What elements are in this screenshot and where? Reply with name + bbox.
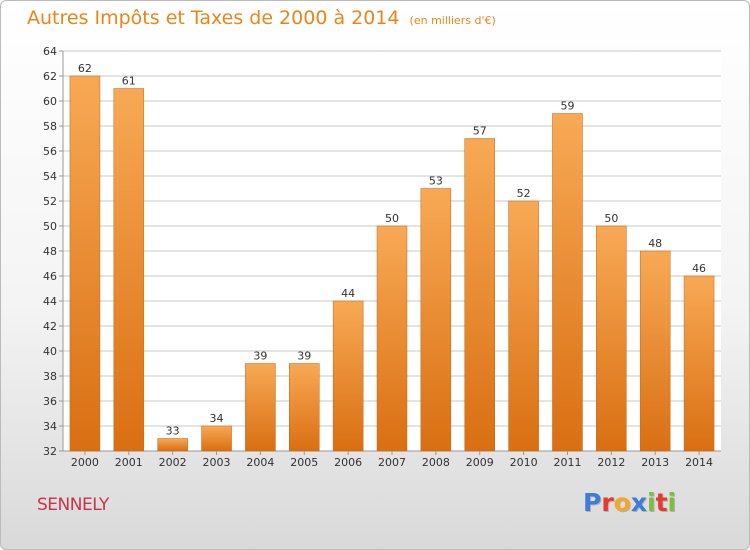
y-tick-label: 52: [43, 195, 57, 208]
bar: [508, 200, 539, 452]
y-tick-label: 42: [43, 320, 57, 333]
bar: [245, 363, 276, 452]
proxiti-logo[interactable]: Proxiti: [583, 488, 676, 517]
chart-title-text: Autres Impôts et Taxes de 2000 à 2014: [27, 7, 400, 29]
bar: [376, 225, 408, 452]
x-tick-label: 2012: [597, 456, 625, 469]
data-label: 39: [253, 350, 267, 363]
data-label: 44: [341, 287, 355, 300]
bar: [113, 88, 145, 452]
y-tick-label: 34: [43, 420, 57, 433]
data-label: 48: [648, 237, 662, 250]
y-tick-label: 54: [43, 170, 57, 183]
data-label: 53: [429, 175, 443, 188]
data-label: 59: [560, 100, 574, 113]
x-tick-label: 2003: [203, 456, 231, 469]
logo-letter: r: [601, 488, 614, 517]
data-label: 57: [473, 125, 487, 138]
data-label: 61: [122, 75, 136, 88]
bar: [464, 138, 495, 452]
bar: [683, 275, 715, 452]
x-tick-label: 2010: [510, 456, 538, 469]
logo-letter: P: [583, 488, 602, 517]
bar: [552, 113, 583, 452]
bar: [289, 363, 320, 452]
y-tick-label: 58: [43, 120, 57, 133]
x-tick-label: 2011: [553, 456, 581, 469]
y-tick-label: 32: [43, 445, 57, 458]
logo-letter: i: [647, 488, 656, 517]
x-tick-label: 2002: [159, 456, 187, 469]
x-tick-label: 2007: [378, 456, 406, 469]
data-label: 33: [166, 425, 180, 438]
logo-letter: o: [613, 488, 631, 517]
logo-letter: x: [630, 488, 647, 517]
x-tick-label: 2008: [422, 456, 450, 469]
y-tick-label: 38: [43, 370, 57, 383]
y-tick-label: 48: [43, 245, 57, 258]
bar: [420, 188, 452, 452]
x-tick-label: 2001: [115, 456, 143, 469]
logo-letter: i: [667, 488, 677, 517]
y-tick-label: 62: [43, 70, 57, 83]
bar: [596, 225, 627, 452]
y-tick-label: 36: [43, 395, 57, 408]
x-tick-label: 2004: [246, 456, 274, 469]
y-tick-label: 44: [43, 295, 57, 308]
y-tick-label: 60: [43, 95, 57, 108]
logo-letter: t: [655, 488, 668, 517]
chart-subtitle: (en milliers d'€): [409, 14, 496, 27]
bar: [157, 438, 188, 452]
x-tick-label: 2009: [466, 456, 494, 469]
y-tick-label: 50: [43, 220, 57, 233]
x-tick-label: 2005: [290, 456, 318, 469]
data-label: 50: [604, 212, 618, 225]
y-tick-label: 46: [43, 270, 57, 283]
x-tick-label: 2014: [685, 456, 713, 469]
y-tick-label: 56: [43, 145, 57, 158]
x-tick-label: 2006: [334, 456, 362, 469]
data-label: 34: [210, 412, 224, 425]
data-label: 62: [78, 62, 92, 75]
chart-title: Autres Impôts et Taxes de 2000 à 2014 (e…: [27, 7, 496, 29]
x-tick-label: 2013: [641, 456, 669, 469]
x-tick-label: 2000: [71, 456, 99, 469]
data-label: 46: [692, 262, 706, 275]
y-tick-label: 64: [43, 45, 57, 58]
bar: [201, 425, 232, 452]
data-label: 39: [297, 350, 311, 363]
bar: [332, 300, 364, 452]
data-label: 50: [385, 212, 399, 225]
bar: [639, 250, 671, 452]
y-tick-label: 40: [43, 345, 57, 358]
bar: [69, 75, 101, 452]
location-label: SENNELY: [37, 495, 109, 515]
data-label: 52: [517, 187, 531, 200]
